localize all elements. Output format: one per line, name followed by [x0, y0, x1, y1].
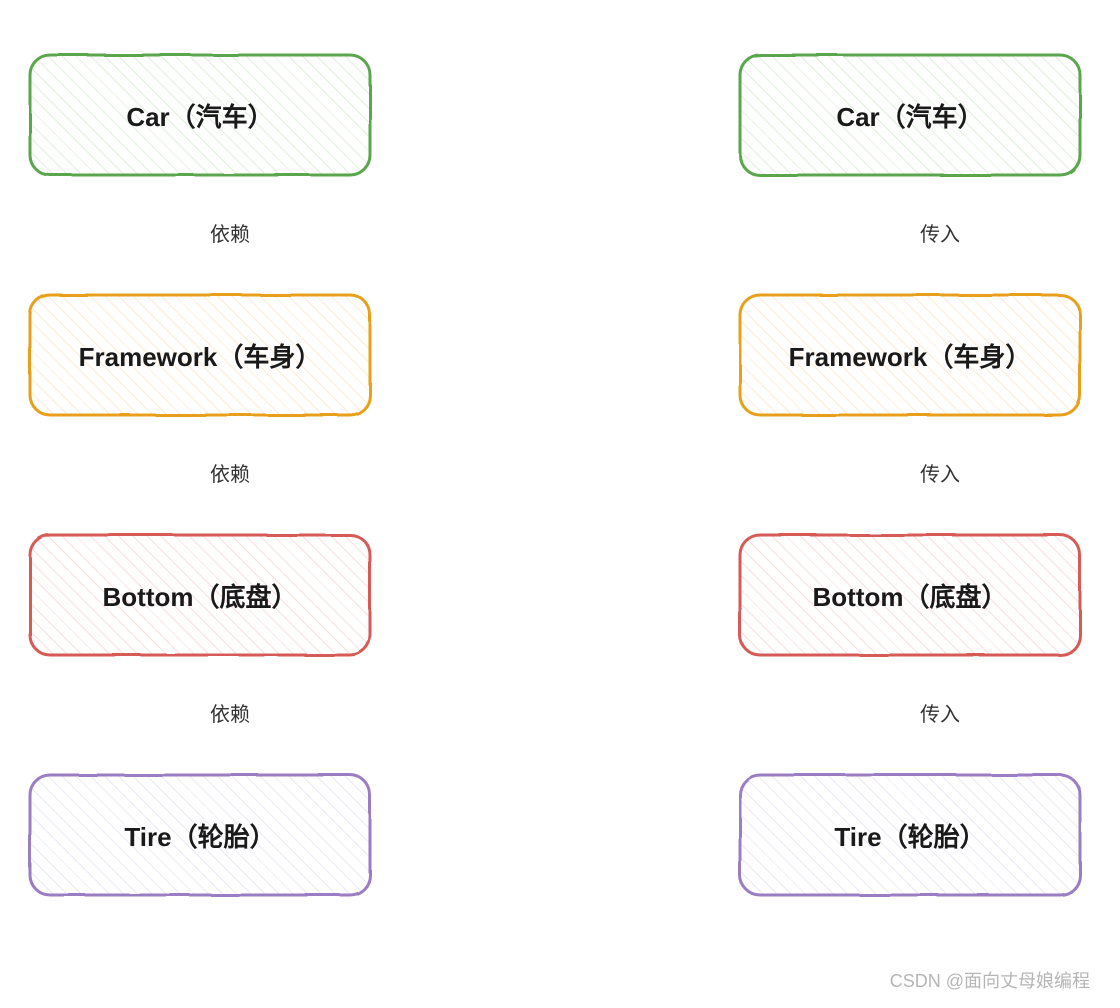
node-label: Framework（车身） — [789, 337, 1032, 374]
node-tire-right: Tire（轮胎） — [740, 775, 1080, 895]
node-label: Car（汽车） — [836, 97, 983, 134]
node-framework-right: Framework（车身） — [740, 295, 1080, 415]
watermark-text: CSDN @面向丈母娘编程 — [890, 967, 1090, 993]
node-car-left: Car（汽车） — [30, 55, 370, 175]
edge-label: 传入 — [920, 218, 960, 247]
node-tire-left: Tire（轮胎） — [30, 775, 370, 895]
node-car-right: Car（汽车） — [740, 55, 1080, 175]
node-label: Bottom（底盘） — [813, 577, 1008, 614]
edge-label: 传入 — [920, 698, 960, 727]
node-bottom-right: Bottom（底盘） — [740, 535, 1080, 655]
edge-label: 依赖 — [210, 218, 250, 247]
node-label: Bottom（底盘） — [103, 577, 298, 614]
node-label: Tire（轮胎） — [834, 817, 985, 854]
node-label: Tire（轮胎） — [124, 817, 275, 854]
node-label: Framework（车身） — [79, 337, 322, 374]
node-label: Car（汽车） — [126, 97, 273, 134]
edge-label: 依赖 — [210, 698, 250, 727]
edge-label: 传入 — [920, 458, 960, 487]
node-framework-left: Framework（车身） — [30, 295, 370, 415]
edge-label: 依赖 — [210, 458, 250, 487]
node-bottom-left: Bottom（底盘） — [30, 535, 370, 655]
diagram-container: Car（汽车） Framework（车身） Bottom（底盘） Tire（轮胎… — [0, 0, 1120, 1008]
